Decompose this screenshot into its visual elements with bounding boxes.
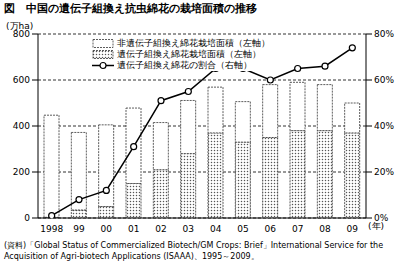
- svg-text:60%: 60%: [374, 75, 394, 85]
- svg-text:06: 06: [265, 224, 277, 234]
- svg-text:0: 0: [24, 213, 30, 223]
- svg-text:08: 08: [319, 224, 331, 234]
- svg-text:99: 99: [73, 224, 85, 234]
- html-text:遺伝子組換え綿花の割合（右軸）: 遺伝子組換え綿花の割合（右軸）: [117, 60, 252, 70]
- svg-text:09: 09: [347, 224, 359, 234]
- svg-text:400: 400: [13, 121, 30, 131]
- svg-text:0%: 0%: [374, 213, 389, 223]
- svg-text:01: 01: [128, 224, 139, 234]
- svg-text:20%: 20%: [374, 167, 394, 177]
- svg-text:600: 600: [13, 75, 30, 85]
- html-text:(万ha): (万ha): [6, 21, 34, 31]
- svg-text:40%: 40%: [374, 121, 394, 131]
- svg-text:04: 04: [210, 224, 222, 234]
- html-text:非遺伝子組換え綿花栽培面積（左軸）: 非遺伝子組換え綿花栽培面積（左軸）: [117, 38, 270, 48]
- svg-text:02: 02: [155, 224, 166, 234]
- html-text:(年): (年): [368, 221, 384, 231]
- svg-text:05: 05: [237, 224, 248, 234]
- svg-text:80%: 80%: [374, 29, 394, 39]
- html-text:図 中国の遺伝子組換え抗虫綿花の栽培面積の推移: 図 中国の遺伝子組換え抗虫綿花の栽培面積の推移: [4, 2, 257, 15]
- html-text:(資料)「Global Status of Commerci: (資料)「Global Status of Commercialized Bio…: [4, 241, 384, 261]
- svg-text:07: 07: [292, 224, 303, 234]
- svg-text:200: 200: [13, 167, 30, 177]
- svg-text:03: 03: [183, 224, 194, 234]
- svg-text:00: 00: [101, 224, 113, 234]
- html-text:遺伝子組換え綿花栽培面積（左軸）: 遺伝子組換え綿花栽培面積（左軸）: [117, 49, 261, 59]
- svg-text:1998: 1998: [40, 224, 63, 234]
- svg-text:800: 800: [13, 29, 30, 39]
